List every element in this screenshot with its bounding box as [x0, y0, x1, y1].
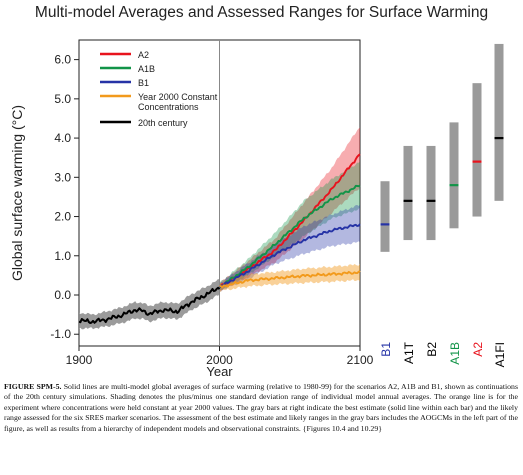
y-tick-label: 2.0 [54, 210, 71, 224]
a2-range-band [219, 127, 360, 291]
caption-label: FIGURE SPM-5. [4, 382, 62, 391]
y-tick-label: 5.0 [54, 92, 71, 106]
scenario-label: A1FI [493, 342, 507, 367]
x-tick-label: 2000 [206, 353, 233, 367]
b1-series-line [218, 223, 361, 288]
scenario-label: B1 [379, 342, 393, 357]
x-tick-label: 2100 [347, 353, 374, 367]
a1fi-likely-range-bar [494, 43, 504, 201]
scenario-label: A1T [402, 341, 416, 364]
b1-likely-range-bar [380, 181, 390, 252]
y-axis-label: Global surface warming (°C) [9, 105, 25, 281]
legend-label: 20th century [138, 118, 188, 128]
y-tick-label: 1.0 [54, 249, 71, 263]
a2-series-line [218, 153, 361, 288]
y-tick-label: 0.0 [54, 288, 71, 302]
caption-text: Solid lines are multi-model global avera… [4, 382, 518, 433]
x-tick-label: 1900 [66, 353, 93, 367]
legend-label: B1 [138, 78, 149, 88]
y-tick-label: 3.0 [54, 170, 71, 184]
chart-title: Multi-model Averages and Assessed Ranges… [34, 4, 489, 21]
y-tick-label: 6.0 [54, 53, 71, 67]
a2-likely-range-bar [472, 83, 482, 217]
scenario-bars: B1 A1T B2 A1B A2 A1FI [379, 43, 507, 367]
scenario-label: A2 [471, 342, 485, 357]
legend-label: A2 [138, 50, 149, 60]
y-tick-label: 4.0 [54, 131, 71, 145]
scenario-label: B2 [425, 342, 439, 357]
axes: -1.0 0.0 1.0 2.0 3.0 4.0 5.0 6.0 1900 2000 2100 [50, 53, 373, 367]
legend-label: Year 2000 Constant [138, 92, 218, 102]
b2-likely-range-bar [426, 145, 436, 241]
a1b-likely-range-bar [449, 122, 459, 229]
figure-caption: FIGURE SPM-5. Solid lines are multi-mode… [4, 382, 518, 434]
chart: -1.0 0.0 1.0 2.0 3.0 4.0 5.0 6.0 1900 2000 2100 A2… [9, 39, 507, 379]
series-lines [78, 153, 361, 324]
x-axis-label: Year [206, 364, 233, 379]
scenario-label: A1B [448, 342, 462, 365]
y-tick-label: -1.0 [50, 327, 71, 341]
legend-label: Concentrations [138, 102, 199, 112]
20th-century-series-line [78, 286, 221, 324]
a1b-series-line [218, 184, 361, 289]
a1b-range-band [219, 161, 360, 291]
legend-label: A1B [138, 64, 155, 74]
year-2000-constant-concentrations-series-line [219, 270, 361, 289]
a1t-likely-range-bar [403, 145, 413, 241]
